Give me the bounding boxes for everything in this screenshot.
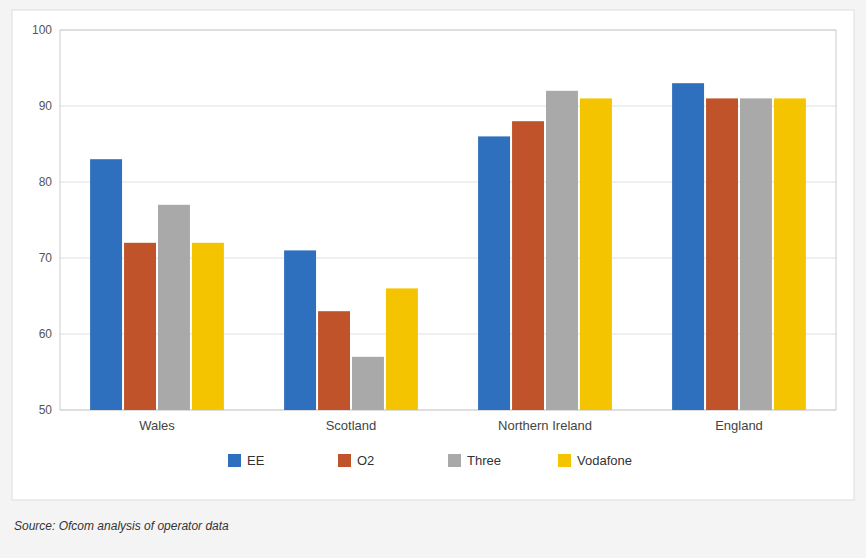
legend-swatch: [448, 454, 461, 467]
bar: [192, 243, 224, 410]
bar: [774, 98, 806, 410]
x-tick-label: England: [715, 418, 763, 433]
bar: [580, 98, 612, 410]
y-tick-label: 70: [39, 251, 53, 265]
x-tick-label: Wales: [139, 418, 175, 433]
bar: [478, 136, 510, 410]
bar: [740, 98, 772, 410]
legend-label: Three: [467, 453, 501, 468]
bar: [546, 91, 578, 410]
x-tick-label: Scotland: [326, 418, 377, 433]
bars: [90, 83, 806, 410]
bar: [706, 98, 738, 410]
y-tick-label: 100: [32, 23, 52, 37]
bar: [158, 205, 190, 410]
legend: EE O2 Three Vodafone: [228, 453, 632, 468]
chart: 50 60 70 80 90 100 Wales Scotland Northern Irela…: [0, 0, 866, 558]
legend-label: EE: [247, 453, 265, 468]
bar: [386, 288, 418, 410]
source-note: Source: Ofcom analysis of operator data: [14, 519, 229, 533]
y-axis: 50 60 70 80 90 100: [32, 23, 836, 417]
y-tick-label: 60: [39, 327, 53, 341]
bar: [318, 311, 350, 410]
bar: [284, 250, 316, 410]
bar: [512, 121, 544, 410]
bar: [672, 83, 704, 410]
bar: [352, 357, 384, 410]
panel: [12, 10, 854, 500]
bar: [124, 243, 156, 410]
y-tick-label: 50: [39, 403, 53, 417]
bar: [90, 159, 122, 410]
y-tick-label: 90: [39, 99, 53, 113]
y-tick-label: 80: [39, 175, 53, 189]
legend-swatch: [558, 454, 571, 467]
x-tick-label: Northern Ireland: [498, 418, 592, 433]
legend-label: O2: [357, 453, 374, 468]
x-axis: Wales Scotland Northern Ireland England: [139, 418, 763, 433]
legend-swatch: [338, 454, 351, 467]
legend-label: Vodafone: [577, 453, 632, 468]
legend-swatch: [228, 454, 241, 467]
plot-frame: [60, 30, 836, 410]
